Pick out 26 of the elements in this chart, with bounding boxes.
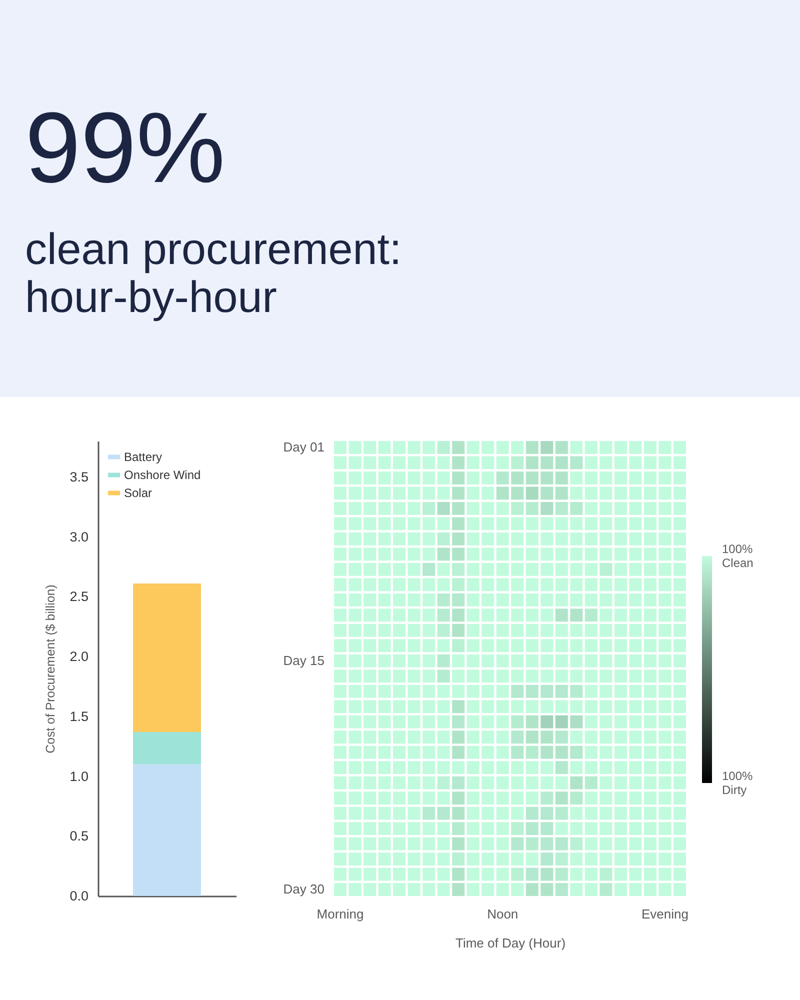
y-tick-label: 3.0 — [70, 529, 88, 544]
y-tick-label: Day 15 — [283, 652, 324, 668]
legend-label: Onshore Wind — [124, 468, 201, 482]
bar — [133, 732, 201, 764]
color-bar-label: 100% Dirty — [722, 769, 754, 797]
x-axis-title: Time of Day (Hour) — [455, 936, 566, 950]
chart-subtitle: clean procurement: hour-by-hour — [25, 225, 402, 322]
x-tick-label: Noon — [487, 906, 518, 922]
y-tick-label: 1.5 — [70, 708, 88, 724]
y-tick-label: 2.5 — [70, 589, 88, 604]
y-tick-label: 1.0 — [70, 768, 88, 784]
bar — [133, 583, 201, 732]
y-tick-label: Day 30 — [283, 882, 324, 897]
x-tick-label: Morning — [316, 906, 364, 922]
color-bar-label: 100% Clean — [722, 542, 754, 570]
y-tick-label: 3.5 — [70, 469, 88, 484]
chart-title: 99% — [25, 92, 226, 204]
y-tick-label: 0.5 — [70, 828, 88, 844]
bar — [133, 764, 201, 896]
y-tick-label: 2.0 — [70, 649, 88, 664]
legend-label: Solar — [124, 486, 152, 500]
x-tick-label: Evening — [641, 906, 688, 922]
y-axis-title: Cost of Procurement ($ billion) — [44, 584, 58, 754]
y-tick-label: Day 01 — [283, 439, 324, 454]
legend-label: Battery — [124, 450, 162, 464]
y-tick-label: 0.0 — [70, 888, 88, 904]
